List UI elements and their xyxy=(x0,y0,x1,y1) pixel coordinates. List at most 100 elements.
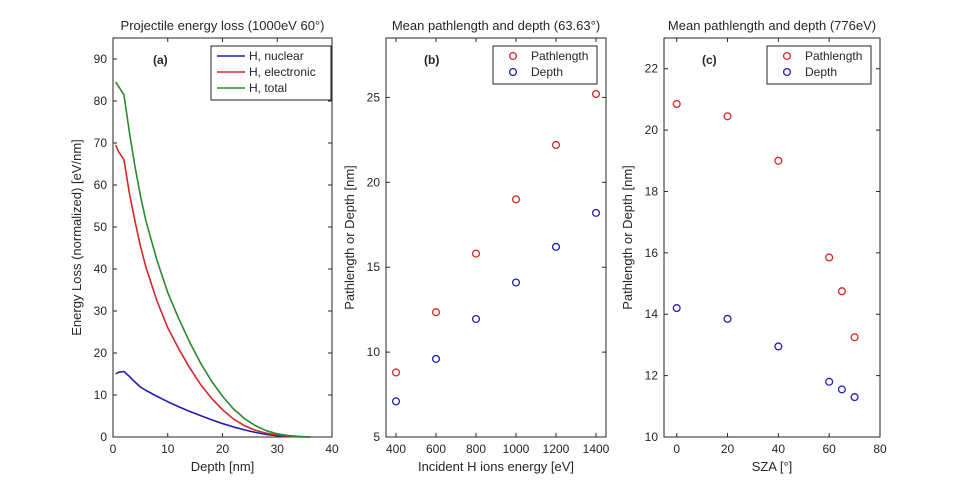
y-tick-label: 80 xyxy=(94,94,108,108)
data-point-pathlength xyxy=(825,253,834,262)
y-tick-label: 14 xyxy=(645,307,659,321)
y-tick-label: 20 xyxy=(94,346,108,360)
x-tick-label: 600 xyxy=(426,442,446,456)
legend: Pathlength Depth xyxy=(492,45,598,85)
x-tick-label: 800 xyxy=(466,442,486,456)
x-tick-label: 1000 xyxy=(503,442,530,456)
x-tick-label: 30 xyxy=(271,442,285,456)
x-tick-label: 0 xyxy=(110,442,117,456)
legend-label: H, total xyxy=(249,81,287,95)
chart-panel-b: 400 600 800 1000 1200 1400 5 10 15 20 25 Mean pathl… xyxy=(342,18,610,474)
chart-title: Mean pathlength and depth (63.63°) xyxy=(392,18,600,33)
data-point-pathlength xyxy=(431,308,441,317)
data-point-depth xyxy=(391,397,401,406)
y-tick-label: 0 xyxy=(100,430,107,444)
panel-label: (a) xyxy=(153,53,168,67)
data-point-depth xyxy=(723,314,732,323)
y-tick-label: 40 xyxy=(94,262,108,276)
data-point-pathlength xyxy=(471,249,481,258)
data-point-depth xyxy=(551,242,561,251)
x-tick-label: 1400 xyxy=(583,442,610,456)
y-tick-label: 90 xyxy=(94,52,108,66)
y-tick-label: 18 xyxy=(645,184,659,198)
legend-box xyxy=(766,45,872,85)
plot-area xyxy=(385,37,607,438)
data-point-pathlength xyxy=(774,156,783,165)
legend-label: Pathlength xyxy=(805,49,862,63)
x-tick-label: 40 xyxy=(325,442,339,456)
panel-label: (b) xyxy=(424,53,439,67)
data-point-depth xyxy=(850,393,859,402)
legend-box xyxy=(210,45,332,101)
y-tick-label: 10 xyxy=(94,388,108,402)
data-point-depth xyxy=(511,278,521,287)
x-tick-label: 0 xyxy=(673,442,680,456)
y-tick-label: 20 xyxy=(645,123,659,137)
legend-label: Depth xyxy=(531,65,563,79)
data-point-pathlength xyxy=(551,140,561,150)
panel-label: (c) xyxy=(702,53,717,67)
data-point-depth xyxy=(672,304,681,313)
data-point-pathlength xyxy=(672,99,681,109)
y-tick-label: 12 xyxy=(645,369,659,383)
legend-swatch xyxy=(782,67,792,77)
x-tick-label: 400 xyxy=(386,442,406,456)
y-tick-label: 50 xyxy=(94,220,108,234)
chart-title: Projectile energy loss (1000eV 60°) xyxy=(121,18,325,33)
plot-area xyxy=(112,37,333,438)
y-axis-label: Energy Loss (normalized) [eV/nm] xyxy=(69,139,84,336)
data-point-depth xyxy=(471,314,481,324)
x-axis-label: Incident H ions energy [eV] xyxy=(418,459,574,474)
data-point-depth xyxy=(431,354,441,363)
y-tick-label: 60 xyxy=(94,178,108,192)
data-point-pathlength xyxy=(591,89,601,99)
y-tick-label: 15 xyxy=(367,260,381,274)
y-tick-label: 25 xyxy=(367,90,381,104)
legend-swatch xyxy=(782,51,792,61)
data-point-pathlength xyxy=(850,333,859,342)
x-axis-label: Depth [nm] xyxy=(191,459,255,474)
x-tick-label: 10 xyxy=(161,442,175,456)
y-tick-label: 5 xyxy=(373,430,380,444)
y-tick-label: 20 xyxy=(367,175,381,189)
y-tick-label: 70 xyxy=(94,136,108,150)
data-point-depth xyxy=(825,377,834,386)
data-point-depth xyxy=(591,208,601,217)
x-tick-label: 20 xyxy=(721,442,735,456)
plot-area xyxy=(663,37,881,438)
data-point-depth xyxy=(837,385,846,394)
x-axis-label: SZA [°] xyxy=(752,459,793,474)
y-axis-label: Pathlength or Depth [nm] xyxy=(342,165,357,310)
chart-panel-c: 0 20 40 60 80 10 12 14 16 18 20 22 Mean pathlength a… xyxy=(620,18,887,474)
x-tick-label: 1200 xyxy=(543,442,570,456)
x-tick-label: 60 xyxy=(822,442,836,456)
y-tick-label: 30 xyxy=(94,304,108,318)
data-point-depth xyxy=(774,342,783,351)
y-tick-label: 10 xyxy=(367,345,381,359)
y-tick-label: 10 xyxy=(645,430,659,444)
x-tick-label: 40 xyxy=(772,442,786,456)
y-tick-label: 16 xyxy=(645,246,659,260)
legend-label: Depth xyxy=(805,65,837,79)
y-axis-label: Pathlength or Depth [nm] xyxy=(620,165,635,310)
series-line-h-electronic xyxy=(115,144,311,438)
legend-swatch xyxy=(508,67,518,77)
series-line-h-nuclear xyxy=(115,370,311,438)
x-tick-label: 20 xyxy=(216,442,230,456)
legend-swatch xyxy=(508,51,518,61)
x-tick-label: 80 xyxy=(873,442,887,456)
series-line-h-total xyxy=(115,81,311,438)
chart-title: Mean pathlength and depth (776eV) xyxy=(668,18,876,33)
data-point-pathlength xyxy=(391,368,401,377)
chart-panel-a: 0 10 20 30 40 0 10 20 30 40 50 60 70 80 90 Projectile e… xyxy=(69,18,339,474)
data-point-pathlength xyxy=(837,287,846,296)
legend: Pathlength Depth xyxy=(766,45,872,85)
y-tick-label: 22 xyxy=(645,62,659,76)
legend-label: Pathlength xyxy=(531,49,588,63)
legend-box xyxy=(492,45,598,85)
legend-label: H, electronic xyxy=(249,65,316,79)
legend-label: H, nuclear xyxy=(249,49,304,63)
data-point-pathlength xyxy=(511,195,521,204)
